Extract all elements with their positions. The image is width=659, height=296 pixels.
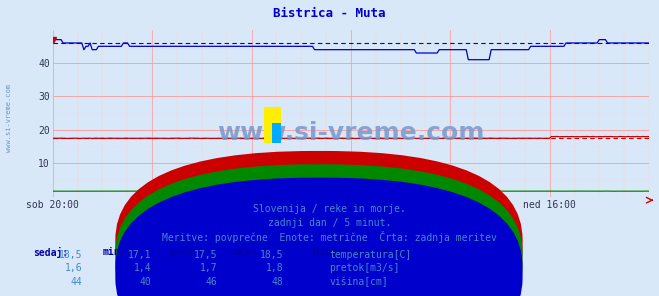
- Text: temperatura[C]: temperatura[C]: [330, 250, 412, 260]
- Text: 44: 44: [71, 277, 82, 287]
- Text: 18,5: 18,5: [260, 250, 283, 260]
- Text: maks.:: maks.:: [234, 247, 269, 257]
- Text: višina[cm]: višina[cm]: [330, 277, 388, 287]
- Text: Slovenija / reke in morje.: Slovenija / reke in morje.: [253, 204, 406, 214]
- Text: 46: 46: [206, 277, 217, 287]
- Text: 1,7: 1,7: [200, 263, 217, 274]
- Text: Meritve: povprečne  Enote: metrične  Črta: zadnja meritev: Meritve: povprečne Enote: metrične Črta:…: [162, 231, 497, 243]
- Text: 1,6: 1,6: [65, 263, 82, 274]
- Text: www.si-vreme.com: www.si-vreme.com: [217, 121, 484, 145]
- Text: 17,5: 17,5: [194, 250, 217, 260]
- Bar: [264, 107, 281, 143]
- Text: povpr.:: povpr.:: [168, 247, 209, 257]
- Text: zadnji dan / 5 minut.: zadnji dan / 5 minut.: [268, 218, 391, 228]
- Text: www.si-vreme.com: www.si-vreme.com: [5, 84, 12, 152]
- Text: 17,1: 17,1: [128, 250, 152, 260]
- Text: 1,4: 1,4: [134, 263, 152, 274]
- Bar: [272, 123, 281, 143]
- Text: sedaj:: sedaj:: [33, 247, 68, 258]
- Text: 48: 48: [272, 277, 283, 287]
- Text: Bistrica - Muta: Bistrica - Muta: [313, 247, 407, 257]
- Text: Bistrica - Muta: Bistrica - Muta: [273, 7, 386, 20]
- Text: 1,8: 1,8: [266, 263, 283, 274]
- Text: 18,5: 18,5: [59, 250, 82, 260]
- Text: 40: 40: [140, 277, 152, 287]
- Text: pretok[m3/s]: pretok[m3/s]: [330, 263, 400, 274]
- Text: min.:: min.:: [102, 247, 132, 257]
